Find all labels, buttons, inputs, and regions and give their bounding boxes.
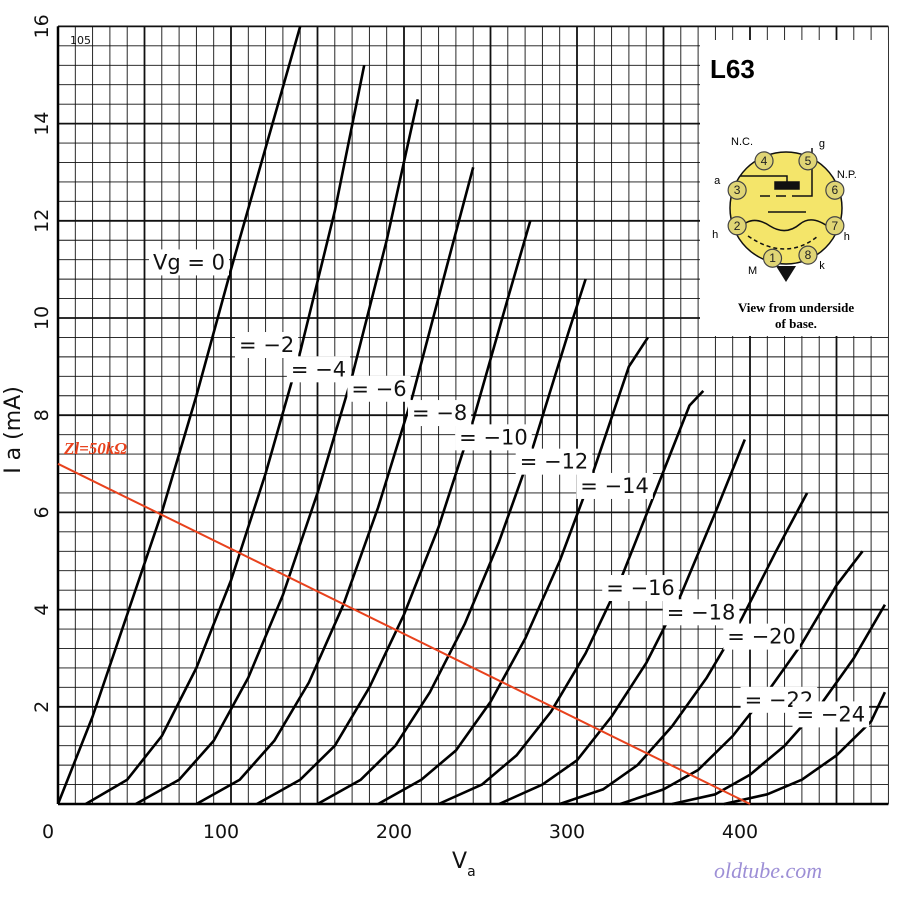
curve-label-vg-8: = −8 <box>412 401 467 425</box>
load-line-path <box>57 462 751 805</box>
pin-6-label: N.P. <box>837 169 857 181</box>
curve-label-background <box>234 332 299 359</box>
load-line: Zl=50kΩ <box>57 439 751 805</box>
pin-7-number: 7 <box>832 219 839 233</box>
curve-label-vg-12: = −12 <box>520 450 589 474</box>
plate-curve-vg-12 <box>377 336 649 806</box>
pin-2-label: h <box>712 229 718 241</box>
curve-label-vg-6: = −6 <box>351 377 406 401</box>
y-tick-label: 10 <box>31 306 53 330</box>
pin-6-circle <box>825 180 845 200</box>
pin-5-label: g <box>819 138 825 150</box>
curve-label-vg-14: = −14 <box>580 474 649 498</box>
curve-label-background <box>723 623 800 650</box>
curve-label-vg-0: Vg = 0 <box>153 250 225 274</box>
plate-curve-vg-0 <box>56 26 302 805</box>
pin-8-label: k <box>819 260 825 272</box>
plate-curve-vg-22 <box>671 604 887 806</box>
watermark: oldtube.com <box>714 858 822 883</box>
pin-4-circle <box>754 151 774 171</box>
inset-caption-line1: View from underside <box>738 300 855 315</box>
curve-label-background <box>286 356 351 383</box>
pin-8-circle <box>798 245 818 265</box>
x-axis-title: Va <box>452 849 476 880</box>
pin-5-circle <box>798 151 818 171</box>
heater-arc <box>739 219 831 232</box>
load-line-label: Zl=50kΩ <box>63 439 127 458</box>
pin-2-number: 2 <box>734 219 741 233</box>
pin-1-label: M <box>748 265 757 277</box>
y-tick-labels: 2 4 6 8 10 12 14 16 <box>31 14 53 713</box>
pin-4-label: N.C. <box>731 136 753 148</box>
y-tick-label: 14 <box>31 112 53 136</box>
plate-curve-vg-8 <box>256 220 532 806</box>
curve-label-background <box>602 575 679 602</box>
inset-title: L63 <box>710 54 755 84</box>
pin-7-label: h <box>844 231 850 243</box>
pin-1-circle <box>762 248 783 268</box>
curve-label-background <box>792 701 870 728</box>
plate-curve-vg-24 <box>723 691 887 806</box>
curve-label-background <box>515 448 593 475</box>
y-tick-label: 4 <box>31 604 53 616</box>
plate-curve-vg-20 <box>619 550 864 806</box>
curve-label-vg-24: = −24 <box>797 702 866 726</box>
curve-label-background <box>455 424 532 451</box>
key-notch-icon <box>776 266 796 282</box>
pin-4-number: 4 <box>761 154 768 168</box>
curve-label-background <box>576 472 653 499</box>
plate-curve-vg-10 <box>316 278 587 806</box>
pin-1-number: 1 <box>769 251 776 265</box>
x-axis-title-sub: a <box>467 864 476 880</box>
pin-6-number: 6 <box>832 183 839 197</box>
plate-curve-vg-14 <box>438 390 705 806</box>
plate-curve-vg-2 <box>85 65 366 806</box>
pin-3-circle <box>727 180 747 200</box>
curve-labels: Vg = 0 = −2= −4= −6= −8= −10= −12= −14 = −… <box>148 249 870 728</box>
pin-3-label: a <box>714 175 721 187</box>
curve-label-vg-2: = −2 <box>239 333 294 357</box>
curve-label-vg-20: = −20 <box>727 625 796 649</box>
pin-3-number: 3 <box>734 183 741 197</box>
anode-lead <box>740 175 788 182</box>
y-tick-label: 12 <box>31 209 53 233</box>
curve-label-vg-16: = −16 <box>606 576 675 600</box>
plate-curve-vg-4 <box>135 99 420 806</box>
plate-curve-vg-16 <box>498 439 747 806</box>
x-tick-label: 400 <box>722 821 758 843</box>
y-axis-title: I a (mA) <box>1 386 26 474</box>
inset-caption-line2: of base. <box>775 316 817 331</box>
corner-number: 105 <box>70 34 91 47</box>
tube-base-circle <box>729 151 843 265</box>
plate-curve-vg-18 <box>559 492 809 806</box>
pin-7-circle <box>825 216 845 236</box>
curve-label-background <box>347 375 411 402</box>
curve-label-background <box>662 599 740 626</box>
anode-plate-icon <box>774 181 800 190</box>
y-tick-label: 16 <box>31 14 53 38</box>
pin-5-number: 5 <box>805 154 812 168</box>
curve-label-vg-4: = −4 <box>291 357 346 381</box>
x-tick-labels: 0 100 200 300 400 <box>42 821 758 843</box>
pin-8-number: 8 <box>805 248 812 262</box>
y-tick-label: 2 <box>31 701 53 713</box>
curve-label-vg-18: = −18 <box>667 600 736 624</box>
pin-2-circle <box>727 216 747 236</box>
y-tick-label: 8 <box>31 409 53 421</box>
x-tick-label: 200 <box>376 821 412 843</box>
curve-label-background <box>148 249 229 276</box>
x-tick-label: 0 <box>42 821 54 843</box>
x-axis-title-main: V <box>452 849 467 874</box>
curve-label-vg-10: = −10 <box>459 425 528 449</box>
curve-label-background <box>407 400 472 427</box>
x-tick-label: 100 <box>203 821 239 843</box>
x-tick-label: 300 <box>549 821 585 843</box>
y-tick-label: 6 <box>31 506 53 518</box>
screen-dashed <box>747 235 819 250</box>
